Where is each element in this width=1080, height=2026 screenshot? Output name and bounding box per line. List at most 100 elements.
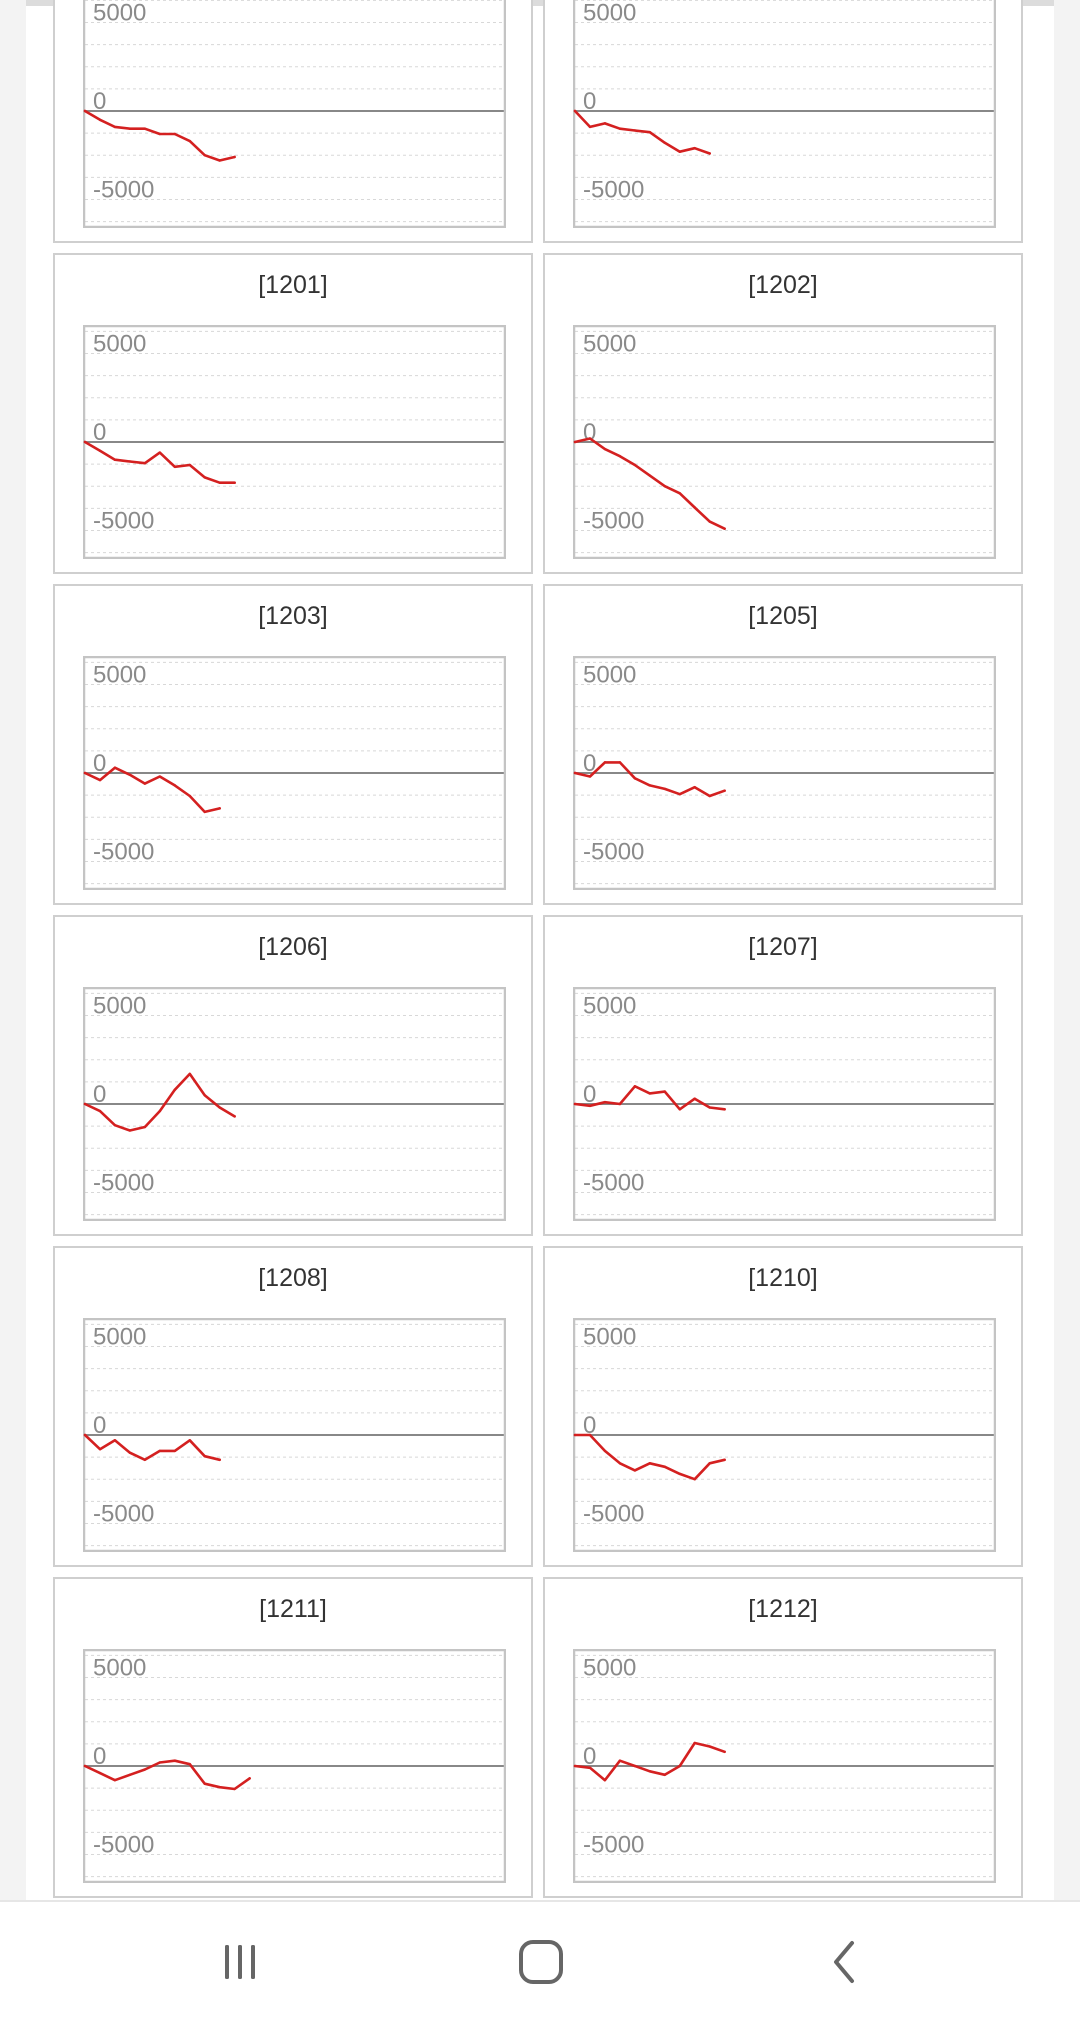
data-point (128, 1129, 132, 1132)
data-point (633, 1764, 637, 1768)
data-point (203, 476, 206, 479)
data-point (218, 1786, 221, 1789)
plot-area: 5000 0 -5000 (83, 1649, 506, 1883)
data-point (603, 1101, 607, 1104)
data-point (188, 794, 191, 798)
data-point (233, 1787, 236, 1791)
chart-list[interactable]: 5000 0 -5000 5000 0 -5000 [1201] 5000 0 -5000 [120… (26, 0, 1054, 1900)
data-point (678, 793, 681, 796)
data-point (708, 152, 711, 155)
data-point (173, 784, 176, 787)
chart-title: [1206] (258, 933, 328, 961)
data-point (143, 1458, 147, 1461)
data-point (233, 481, 236, 484)
data-point (128, 1451, 132, 1454)
y-tick-label: 0 (93, 1743, 106, 1770)
data-point (618, 1102, 622, 1106)
data-point (113, 1439, 117, 1442)
data-point (83, 440, 87, 444)
chart-panel: 5000 0 -5000 (53, 0, 533, 243)
y-tick-label: -5000 (93, 1500, 154, 1527)
data-point (573, 1764, 577, 1768)
data-point (588, 1766, 592, 1769)
data-point (693, 146, 696, 150)
chart-panel: [1208] 5000 0 -5000 (53, 1246, 533, 1567)
series-line (83, 440, 236, 484)
chart-title: [1205] (748, 602, 818, 630)
data-point (588, 125, 592, 129)
data-point (113, 458, 117, 461)
navigation-bar (0, 1900, 1080, 2026)
y-tick-label: 5000 (583, 1324, 636, 1351)
data-point (173, 1088, 176, 1092)
data-point (173, 132, 176, 136)
data-point (158, 451, 162, 454)
y-tick-label: 0 (583, 1743, 596, 1770)
data-point (98, 778, 102, 782)
data-point (143, 1125, 147, 1129)
y-tick-label: 5000 (583, 0, 636, 27)
data-point (203, 1455, 206, 1458)
data-point (678, 150, 681, 153)
data-point (723, 1750, 726, 1754)
chart-title: [1207] (748, 933, 818, 961)
data-point (573, 440, 577, 444)
data-point (128, 1773, 132, 1777)
series-line (573, 1085, 726, 1111)
chart-grid: 5000 0 -5000 5000 0 -5000 [1201] 5000 0 -5000 [120… (53, 0, 1043, 1898)
chart-title: [1201] (258, 271, 328, 299)
data-point (98, 1771, 102, 1775)
data-point (618, 1759, 622, 1762)
data-point (648, 784, 652, 787)
y-tick-label: -5000 (93, 1831, 154, 1858)
data-point (603, 761, 607, 764)
data-point (573, 1433, 577, 1437)
chart-title: [1208] (258, 1264, 328, 1292)
data-point (113, 766, 117, 769)
series-line (83, 1072, 236, 1132)
data-point (618, 127, 622, 130)
data-point (203, 1093, 206, 1097)
data-point (678, 492, 681, 495)
chart-title: [1210] (748, 1264, 818, 1292)
chart-panel: [1202] 5000 0 -5000 (543, 253, 1023, 574)
data-point (203, 810, 206, 814)
chart-panel: [1212] 5000 0 -5000 (543, 1577, 1023, 1898)
data-point (603, 1449, 607, 1453)
y-tick-label: 0 (93, 88, 106, 115)
chart-panel: [1201] 5000 0 -5000 (53, 253, 533, 574)
data-point (143, 1768, 147, 1771)
data-point (113, 1778, 117, 1782)
data-point (188, 1072, 191, 1076)
data-point (708, 1106, 711, 1109)
back-icon (834, 1941, 854, 1983)
data-point (203, 1782, 206, 1785)
y-tick-label: 0 (583, 1412, 596, 1439)
data-point (233, 155, 236, 159)
plot-area: 5000 0 -5000 (573, 656, 996, 890)
data-point (218, 807, 221, 810)
home-button[interactable] (496, 1922, 586, 2002)
data-point (723, 527, 726, 530)
back-button[interactable] (800, 1922, 890, 2002)
data-point (218, 159, 221, 162)
top-divider (26, 0, 1054, 6)
recent-apps-button[interactable] (195, 1922, 285, 2002)
data-point (188, 1763, 191, 1766)
plot-area: 5000 0 -5000 (573, 987, 996, 1221)
data-point (648, 131, 652, 134)
series-line (573, 1741, 726, 1782)
data-point (218, 1106, 221, 1109)
y-tick-label: 5000 (583, 331, 636, 358)
recent-apps-icon (225, 1945, 255, 1979)
data-point (693, 1097, 696, 1100)
y-tick-label: -5000 (93, 176, 154, 203)
data-point (573, 1102, 577, 1106)
data-point (218, 1458, 221, 1461)
data-point (588, 1433, 592, 1437)
